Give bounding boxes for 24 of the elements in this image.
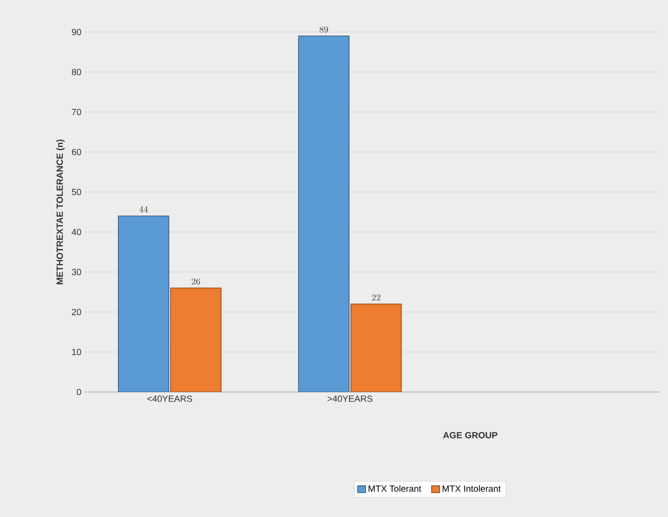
bar — [350, 304, 402, 392]
x-axis-title: AGE GROUP — [443, 432, 498, 438]
bar — [118, 216, 170, 392]
y-tick-label: 30 — [72, 268, 82, 276]
y-tick-label: 80 — [72, 68, 82, 76]
legend-label: MTX Intolerant — [442, 485, 501, 492]
bar — [298, 36, 350, 392]
y-axis-title: METHOTREXTAE TOLERANCE (n) — [56, 140, 65, 284]
y-tick-label: 70 — [72, 108, 82, 116]
y-tick-label: 50 — [72, 188, 82, 196]
data-label: 26 — [192, 278, 200, 284]
y-tick-label: 60 — [72, 148, 82, 156]
y-tick-label: 10 — [72, 348, 82, 356]
x-tick-label: <40YEARS — [147, 396, 192, 402]
data-label: 22 — [372, 294, 380, 300]
y-tick-label: 0 — [76, 388, 82, 396]
data-label: 89 — [320, 26, 328, 32]
data-label: 44 — [139, 206, 148, 212]
y-tick-label: 40 — [72, 228, 82, 236]
x-tick-label: >40YEARS — [328, 396, 372, 402]
legend-label: MTX Tolerant — [368, 485, 422, 492]
y-tick-label: 90 — [72, 28, 82, 36]
y-tick-label: 20 — [72, 308, 82, 316]
bar — [170, 288, 222, 392]
